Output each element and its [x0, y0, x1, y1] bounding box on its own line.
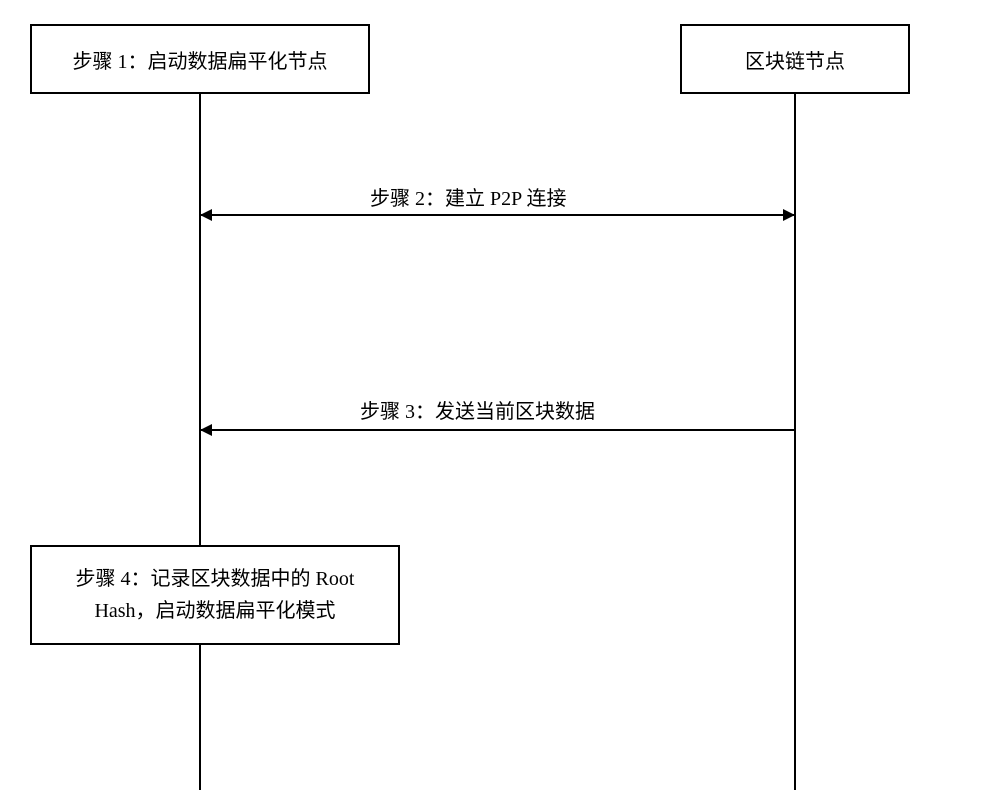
participant-left-label: 步骤 1：启动数据扁平化节点: [73, 45, 328, 74]
message-2-arrow: [200, 205, 795, 225]
lifeline-right: [794, 94, 796, 790]
note-step4-box: 步骤 4：记录区块数据中的 Root Hash，启动数据扁平化模式: [30, 545, 400, 645]
note-step4-line2: Hash，启动数据扁平化模式: [94, 595, 335, 627]
note-step4-line1: 步骤 4：记录区块数据中的 Root: [76, 563, 355, 595]
participant-right-box: 区块链节点: [680, 24, 910, 94]
message-3-arrow: [200, 420, 795, 440]
lifeline-left: [199, 94, 201, 790]
participant-left-box: 步骤 1：启动数据扁平化节点: [30, 24, 370, 94]
participant-right-label: 区块链节点: [745, 45, 845, 74]
